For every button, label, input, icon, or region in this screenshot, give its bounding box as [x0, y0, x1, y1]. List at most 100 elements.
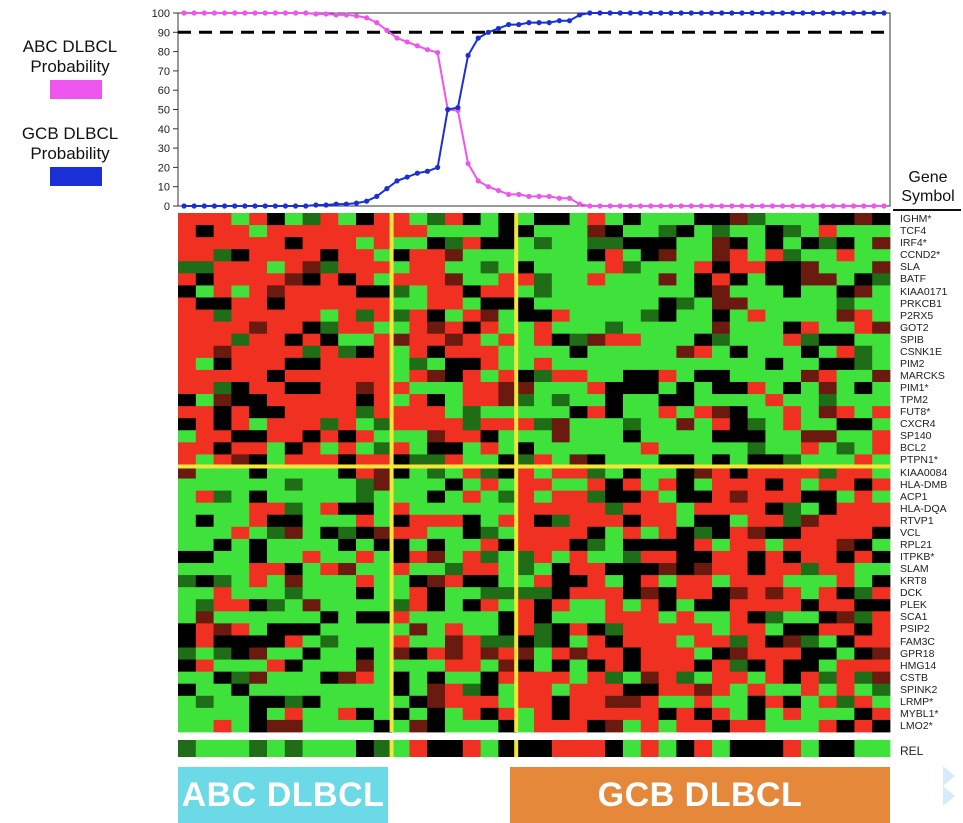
heatmap-cell — [605, 321, 624, 335]
abc-probability-point — [800, 203, 806, 209]
heatmap-cell — [551, 575, 570, 588]
heatmap-cell — [391, 683, 410, 697]
heatmap-cell — [284, 502, 303, 516]
heatmap-cell — [249, 237, 268, 250]
heatmap-cell — [569, 550, 588, 564]
gene-label: HMG14 — [900, 659, 937, 672]
heatmap-cell — [836, 683, 855, 697]
heatmap-cell — [516, 309, 535, 323]
heatmap-cell — [587, 213, 606, 226]
heatmap-cell — [658, 225, 677, 238]
heatmap-cell — [338, 454, 357, 467]
heatmap-cell — [302, 587, 321, 600]
heatmap-cell — [480, 442, 499, 455]
heatmap-cell — [712, 563, 731, 576]
heatmap-cell — [480, 707, 499, 721]
abc-probability-point — [648, 203, 654, 209]
heatmap-cell — [462, 333, 481, 347]
abc-probability-point — [658, 203, 664, 209]
heatmap-cell — [320, 345, 339, 359]
heatmap-cell — [783, 647, 802, 660]
heatmap-cell — [356, 394, 375, 407]
heatmap-cell — [551, 466, 570, 479]
heatmap-cell — [178, 719, 197, 733]
heatmap-cell — [445, 575, 464, 588]
heatmap-cell — [694, 683, 713, 697]
heatmap-cell — [872, 478, 891, 491]
abc-probability-point — [840, 203, 847, 209]
heatmap-cell — [480, 466, 499, 479]
heatmap-cell — [338, 225, 357, 238]
heatmap-cell — [818, 442, 837, 455]
heatmap-cell — [516, 587, 535, 600]
gcb-probability-point — [272, 203, 278, 209]
heatmap-cell — [747, 309, 766, 323]
heatmap-cell — [551, 273, 570, 286]
heatmap-cell — [694, 647, 713, 660]
abc-probability-point — [769, 203, 776, 209]
heatmap-cell — [534, 273, 553, 286]
heatmap-cell — [356, 502, 375, 516]
heatmap-cell — [462, 550, 481, 564]
heatmap-cell — [338, 683, 357, 697]
heatmap-cell — [854, 333, 873, 347]
heatmap-cell — [765, 309, 784, 323]
heatmap-cell — [623, 381, 642, 395]
gcb-probability-point — [394, 178, 400, 184]
heatmap-cell — [267, 635, 286, 648]
heatmap-cell — [765, 285, 784, 298]
gene-header-underline — [893, 209, 961, 211]
heatmap-cell — [783, 309, 802, 323]
heatmap-cell — [391, 575, 410, 588]
heatmap-cell — [498, 309, 517, 323]
heatmap-cell — [213, 719, 232, 733]
heatmap-cell — [267, 369, 286, 383]
heatmap-cell — [569, 237, 588, 250]
heatmap-cell — [427, 369, 446, 383]
y-tick-label: 20 — [158, 162, 170, 174]
heatmap-cell — [231, 707, 250, 721]
heatmap-cell — [320, 309, 339, 323]
heatmap-cell — [729, 333, 748, 347]
heatmap-cell — [480, 611, 499, 624]
heatmap-cell — [551, 333, 570, 347]
heatmap-cell — [391, 647, 410, 660]
heatmap-cell — [427, 490, 446, 504]
heatmap-cell — [729, 575, 748, 588]
heatmap-cell — [836, 647, 855, 660]
heatmap-cell — [658, 285, 677, 298]
heatmap-cell — [462, 273, 481, 286]
heatmap-cell — [427, 623, 446, 636]
heatmap-cell — [818, 599, 837, 612]
heatmap-cell — [498, 249, 517, 262]
gcb-probability-point — [495, 25, 502, 32]
abc-probability-point — [414, 43, 420, 49]
heatmap-cell — [480, 587, 499, 600]
heatmap-cell — [712, 490, 731, 504]
heatmap-cell — [712, 394, 731, 407]
heatmap-cell — [605, 575, 624, 588]
heatmap-cell — [569, 309, 588, 323]
heatmap-cell — [338, 635, 357, 648]
heatmap-cell — [765, 225, 784, 238]
heatmap-cell — [605, 550, 624, 564]
heatmap-cell — [854, 635, 873, 648]
heatmap-cell — [427, 213, 446, 226]
heatmap-cell — [480, 261, 499, 274]
heatmap-cell — [623, 333, 642, 347]
heatmap-cell — [249, 659, 268, 673]
heatmap-cell — [605, 394, 624, 407]
heatmap-cell — [516, 526, 535, 540]
heatmap-cell — [605, 357, 624, 371]
heatmap-cell — [462, 442, 481, 455]
heatmap-cell — [569, 514, 588, 528]
heatmap-cell — [213, 599, 232, 612]
heatmap-cell — [498, 683, 517, 697]
heatmap-cell — [872, 273, 891, 286]
heatmap-cell — [231, 671, 250, 685]
heatmap-cell — [462, 659, 481, 673]
heatmap-cell — [534, 647, 553, 660]
heatmap-cell — [534, 297, 553, 310]
heatmap-cell — [320, 369, 339, 383]
heatmap-cell — [356, 599, 375, 612]
